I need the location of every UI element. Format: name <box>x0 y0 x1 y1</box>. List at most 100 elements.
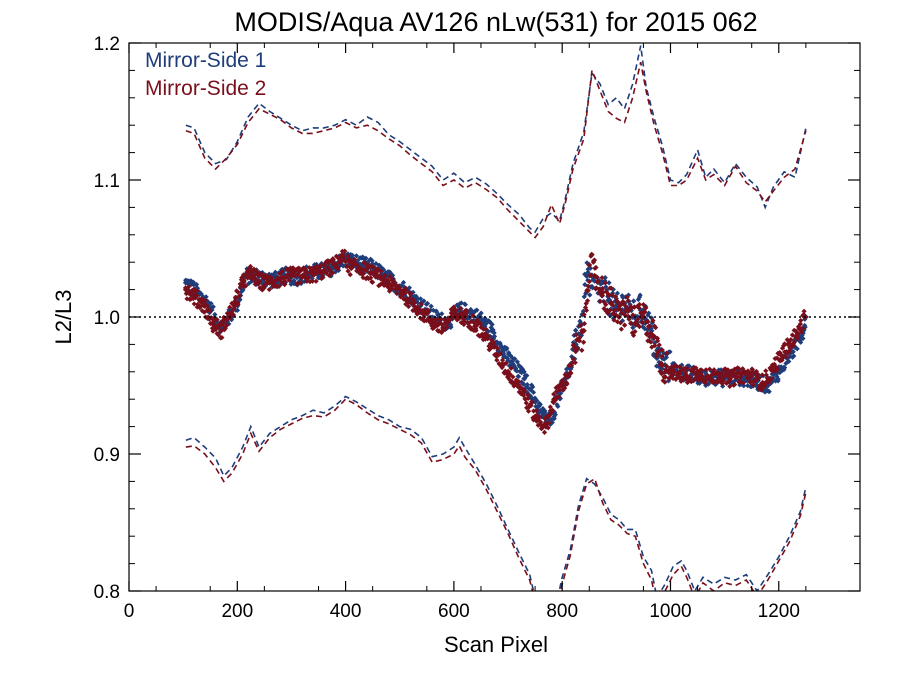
series-2-cloud-point <box>461 321 467 328</box>
series-2-cloud-point <box>415 304 421 310</box>
series-2-point <box>565 371 572 378</box>
y-tick-label: 1.1 <box>94 171 120 192</box>
series-2-cloud-point <box>212 315 218 322</box>
series-2-cloud-point <box>199 296 205 302</box>
series-2-point <box>356 264 363 271</box>
series-2-cloud-point <box>583 307 590 313</box>
series-2-cloud-point <box>266 286 272 293</box>
series-2-cloud-point <box>489 337 495 343</box>
series-2-cloud-point <box>438 317 444 323</box>
series-2-cloud-point <box>599 292 606 299</box>
series-2-cloud-point <box>551 391 557 397</box>
legend: Mirror-Side 1 Mirror-Side 2 <box>145 49 266 100</box>
x-tick-label: 0 <box>124 601 135 622</box>
series-2-cloud-point <box>205 314 211 320</box>
series-2-cloud-point <box>720 378 727 384</box>
series-2-cloud-point <box>683 371 689 377</box>
series-1-cloud-point <box>778 364 784 370</box>
series-2-point <box>591 272 598 279</box>
series-2-cloud-point <box>213 323 219 329</box>
series-2-cloud-point <box>342 248 348 254</box>
series-2-cloud-point <box>333 253 340 259</box>
series-2-cloud-point <box>337 259 344 265</box>
x-tick-label: 200 <box>221 601 253 622</box>
series-2-cloud-point <box>657 368 663 374</box>
series-1-cloud-point <box>592 278 598 284</box>
series-2-cloud-point <box>608 285 614 291</box>
series-2-cloud-point <box>749 366 756 373</box>
series-2-cloud-point <box>282 278 288 285</box>
series-2-cloud-point <box>194 288 200 294</box>
series-2-cloud-point <box>581 320 588 327</box>
series-2-cloud-point <box>326 260 332 266</box>
series-2-cloud-point <box>217 321 223 327</box>
series-2-cloud-point <box>297 280 304 286</box>
series-2-point <box>770 366 777 373</box>
series-2-cloud-point <box>261 285 267 291</box>
series-2-cloud-point <box>754 371 761 377</box>
series-2-cloud-point <box>697 374 703 380</box>
series-2-cloud-point <box>553 388 560 395</box>
series-2-cloud-point <box>279 268 285 275</box>
series-2-cloud-point <box>478 324 484 330</box>
series-2-cloud-point <box>468 326 474 332</box>
series-2-cloud-point <box>713 371 719 377</box>
series-1-cloud-point <box>569 346 576 352</box>
series-2-cloud-point <box>254 269 260 275</box>
series-2-cloud-point <box>569 360 575 366</box>
series-1-cloud-point <box>602 278 608 284</box>
series-1-cloud-point <box>448 324 454 330</box>
axes: 0 200 400 600 800 1000 1200 0.8 0.9 1.0 1.1 1.2 <box>94 34 860 622</box>
series-2-cloud-point <box>317 264 323 270</box>
series-1-cloud-point <box>642 326 648 332</box>
series-2-cloud-point <box>639 319 645 325</box>
series-1-cloud-point <box>575 323 582 330</box>
series-2-cloud-point <box>620 299 626 305</box>
series-1-cloud-point <box>398 283 405 289</box>
series-2-cloud-point <box>699 373 706 380</box>
series-2-cloud-point <box>328 258 334 264</box>
series-1-cloud-point <box>782 365 788 371</box>
series-2-cloud-point <box>545 425 551 431</box>
series-2-cloud-point <box>654 338 661 344</box>
series-2-cloud-point <box>556 394 562 400</box>
series-1-cloud-point <box>439 311 445 317</box>
series-2-cloud-point <box>210 328 216 334</box>
series-1-cloud-point <box>486 318 493 325</box>
series-2-cloud-point <box>201 309 207 315</box>
series-2-cloud-point <box>599 285 606 292</box>
series-2-cloud-point <box>564 380 570 386</box>
series-lines <box>185 45 807 591</box>
series-2-cloud-point <box>385 277 391 284</box>
series-2-cloud-point <box>413 308 419 314</box>
series-2-point <box>494 352 501 359</box>
series-2-cloud-point <box>191 301 197 307</box>
series-2-cloud-point <box>361 260 367 266</box>
series-1-cloud-point <box>620 294 626 301</box>
series-2-point <box>431 320 438 327</box>
series-2-point <box>542 423 549 430</box>
series-2-cloud-point <box>736 366 742 372</box>
series-1-cloud-point <box>757 374 763 380</box>
series-1-cloud-point <box>745 383 751 389</box>
series-2-cloud-point <box>521 390 527 396</box>
series-2-cloud-point <box>732 381 738 388</box>
series-1-cloud-point <box>552 409 558 415</box>
series-1-cloud-point <box>705 381 712 387</box>
series-1-cloud-point <box>630 325 636 331</box>
series-2-cloud-point <box>589 252 595 258</box>
series-2-cloud-point <box>579 329 585 335</box>
series-2-point <box>632 320 639 327</box>
series-1-cloud-point <box>569 354 575 360</box>
series-1-cloud-point <box>332 269 339 275</box>
series-2-cloud-point <box>735 369 741 375</box>
series-2-point <box>440 324 447 331</box>
series-2-cloud-point <box>662 374 669 380</box>
series-1-cloud-point <box>534 397 540 404</box>
series-1-cloud-point <box>646 310 652 316</box>
series-2-cloud-point <box>215 332 222 338</box>
series-2-cloud-point <box>268 275 275 281</box>
series-2-cloud-point <box>774 366 781 372</box>
series-2-cloud-point <box>769 376 775 382</box>
series-2-cloud-point <box>525 392 531 398</box>
